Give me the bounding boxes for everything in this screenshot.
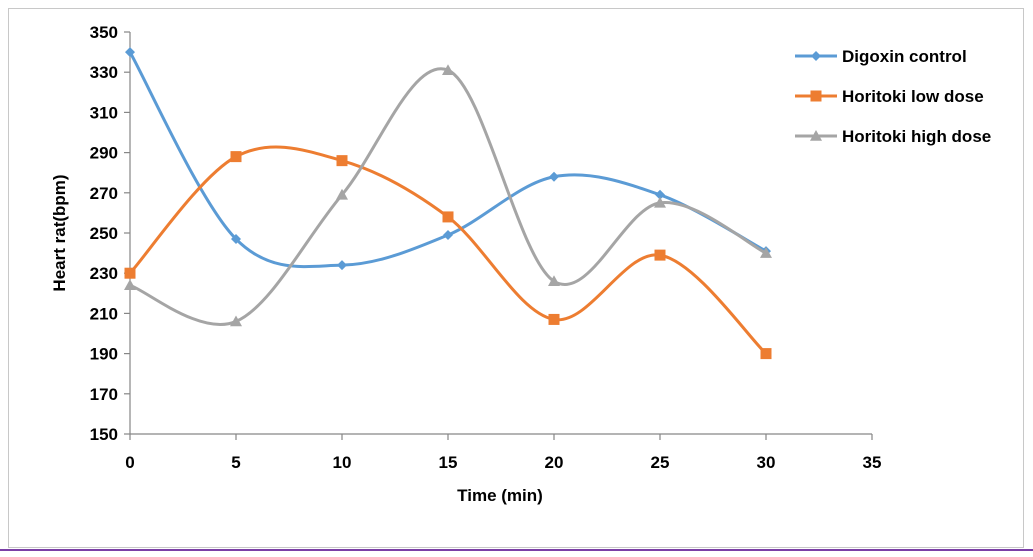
data-point-horitoki-high-dose — [548, 275, 560, 287]
y-tick-label: 270 — [90, 184, 118, 203]
data-point-horitoki-high-dose — [760, 247, 772, 258]
data-point-horitoki-high-dose — [654, 196, 666, 208]
data-point-horitoki-low-dose — [760, 348, 772, 360]
data-point-horitoki-high-dose — [442, 64, 454, 75]
legend-item-digoxin-control: Digoxin control — [795, 47, 967, 66]
data-point-digoxin-control — [125, 47, 135, 58]
data-point-horitoki-low-dose — [654, 249, 666, 261]
legend-label-digoxin-control: Digoxin control — [842, 47, 967, 66]
x-tick-label: 15 — [439, 453, 458, 472]
x-tick-label: 20 — [545, 453, 564, 472]
data-point-digoxin-control — [655, 189, 665, 200]
x-axis-title: Time (min) — [457, 486, 543, 505]
y-tick-label: 330 — [90, 63, 118, 82]
data-point-digoxin-control — [443, 230, 453, 241]
y-tick-label: 150 — [90, 425, 118, 444]
data-point-horitoki-low-dose — [230, 151, 242, 163]
chart-frame — [8, 8, 1024, 548]
data-point-horitoki-low-dose — [442, 211, 454, 223]
series-horitoki-high-dose — [124, 64, 772, 327]
data-point-digoxin-control — [549, 171, 559, 182]
data-point-horitoki-high-dose — [336, 188, 348, 200]
series-layer — [124, 47, 772, 360]
x-tick-label: 30 — [757, 453, 776, 472]
series-horitoki-low-dose — [124, 145, 772, 360]
y-tick-label: 230 — [90, 264, 118, 283]
data-point-horitoki-low-dose — [548, 313, 560, 325]
legend-marker-horitoki-high-dose — [810, 130, 822, 141]
legend-marker-horitoki-low-dose — [810, 90, 822, 102]
y-axis-title: Heart rat(bpm) — [50, 174, 69, 291]
bottom-divider — [0, 549, 1033, 551]
legend-item-horitoki-low-dose: Horitoki low dose — [795, 87, 984, 106]
legend-item-horitoki-high-dose: Horitoki high dose — [795, 127, 991, 146]
legend-label-horitoki-high-dose: Horitoki high dose — [842, 127, 991, 146]
y-tick-label: 170 — [90, 385, 118, 404]
axes: 150 170 190 210 230 250 270 290 310 330 350 0 5 10 15 2… — [90, 23, 882, 472]
series-line-horitoki-high-dose — [129, 67, 767, 326]
y-tick-label: 350 — [90, 23, 118, 42]
legend-marker-digoxin-control — [811, 51, 821, 61]
x-tick-label: 5 — [231, 453, 240, 472]
y-tick-label: 250 — [90, 224, 118, 243]
y-tick-label: 190 — [90, 345, 118, 364]
x-tick-label: 10 — [333, 453, 352, 472]
data-point-horitoki-low-dose — [336, 155, 348, 167]
x-tick-label: 25 — [651, 453, 670, 472]
data-point-horitoki-low-dose — [124, 267, 136, 279]
data-point-horitoki-high-dose — [230, 315, 242, 327]
x-tick-label: 0 — [125, 453, 134, 472]
data-point-horitoki-high-dose — [124, 279, 136, 291]
x-tick-label: 35 — [863, 453, 882, 472]
legend-label-horitoki-low-dose: Horitoki low dose — [842, 87, 984, 106]
legend: Digoxin control Horitoki low dose Horitoki… — [795, 47, 991, 146]
y-tick-label: 310 — [90, 103, 118, 122]
y-tick-label: 210 — [90, 304, 118, 323]
series-line-horitoki-low-dose — [128, 145, 768, 355]
data-point-digoxin-control — [231, 234, 241, 245]
y-tick-label: 290 — [90, 144, 118, 163]
series-digoxin-control — [125, 47, 771, 271]
data-point-digoxin-control — [337, 260, 347, 271]
